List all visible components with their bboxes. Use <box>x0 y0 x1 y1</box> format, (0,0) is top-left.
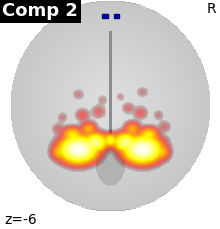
Bar <box>102 14 108 18</box>
Text: z=-6: z=-6 <box>4 213 37 227</box>
Bar <box>114 14 119 18</box>
Text: Comp 2: Comp 2 <box>2 2 78 20</box>
Text: R: R <box>206 2 216 16</box>
